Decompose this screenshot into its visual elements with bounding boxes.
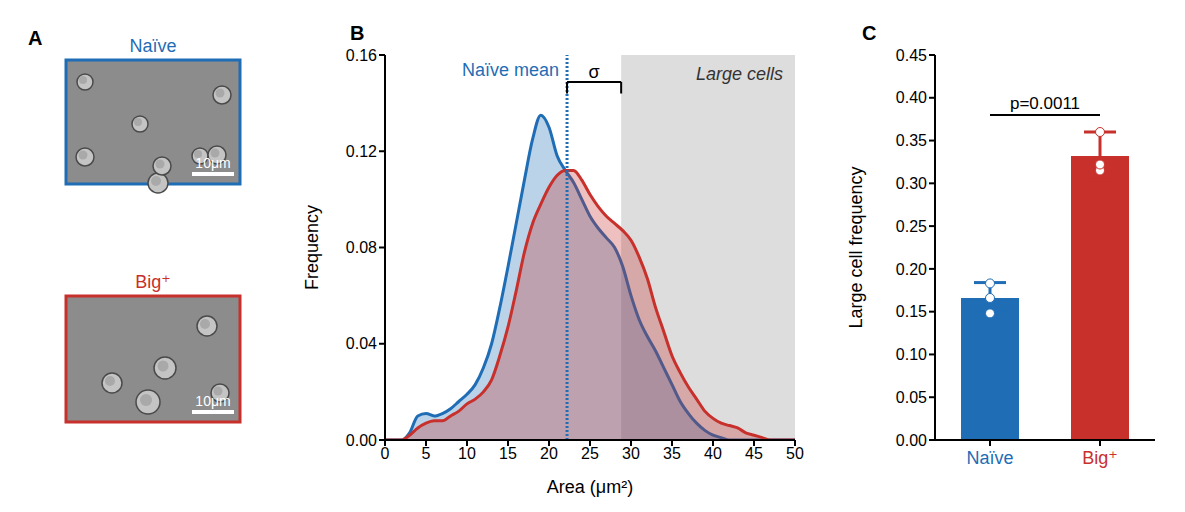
svg-text:0.20: 0.20	[896, 261, 927, 278]
svg-text:0.16: 0.16	[346, 47, 377, 64]
svg-text:0.30: 0.30	[896, 175, 927, 192]
svg-text:0.10: 0.10	[896, 346, 927, 363]
svg-text:25: 25	[581, 445, 599, 462]
svg-text:0.05: 0.05	[896, 389, 927, 406]
svg-text:0.04: 0.04	[346, 335, 377, 352]
svg-text:0.45: 0.45	[896, 47, 927, 64]
svg-text:0.00: 0.00	[896, 432, 927, 449]
svg-text:Large cells: Large cells	[696, 64, 783, 84]
svg-text:0.15: 0.15	[896, 303, 927, 320]
html-text:B: B	[350, 22, 365, 44]
svg-text:σ: σ	[589, 62, 600, 82]
svg-text:Frequency: Frequency	[302, 205, 322, 290]
svg-text:A: A	[28, 27, 42, 49]
svg-text:p=0.0011: p=0.0011	[1010, 94, 1080, 113]
svg-text:40: 40	[704, 445, 722, 462]
svg-text:5: 5	[422, 445, 431, 462]
svg-text:30: 30	[622, 445, 640, 462]
svg-text:15: 15	[499, 445, 517, 462]
svg-text:0.00: 0.00	[346, 432, 377, 449]
svg-text:0.25: 0.25	[896, 218, 927, 235]
svg-text:10: 10	[458, 445, 476, 462]
svg-text:0.40: 0.40	[896, 89, 927, 106]
svg-text:10μm: 10μm	[195, 393, 230, 409]
svg-text:Area (μm²): Area (μm²)	[547, 477, 633, 497]
svg-text:0: 0	[381, 445, 390, 462]
svg-text:0.12: 0.12	[346, 143, 377, 160]
svg-text:35: 35	[663, 445, 681, 462]
svg-text:Big⁺: Big⁺	[1082, 448, 1118, 468]
svg-text:0.35: 0.35	[896, 132, 927, 149]
svg-text:Big⁺: Big⁺	[135, 272, 171, 292]
svg-text:Naïve: Naïve	[966, 448, 1013, 468]
svg-text:Large cell frequency: Large cell frequency	[846, 166, 866, 328]
svg-text:0.08: 0.08	[346, 239, 377, 256]
svg-text:45: 45	[745, 445, 763, 462]
svg-text:Naïve: Naïve	[129, 36, 176, 56]
svg-text:10μm: 10μm	[195, 155, 230, 171]
html-text:C: C	[862, 22, 877, 44]
svg-text:20: 20	[540, 445, 558, 462]
svg-text:Naïve mean: Naïve mean	[462, 60, 559, 80]
svg-text:50: 50	[786, 445, 804, 462]
